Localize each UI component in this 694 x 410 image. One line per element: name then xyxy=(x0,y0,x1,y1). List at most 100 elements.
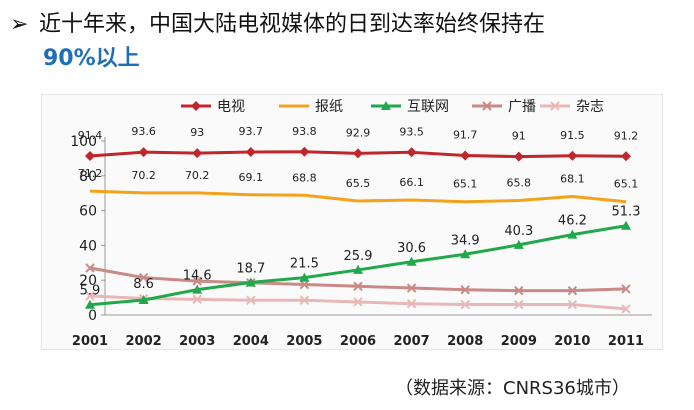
data-label: 65.1 xyxy=(614,178,639,191)
data-point xyxy=(353,264,363,274)
y-tick-label: 40 xyxy=(79,238,97,254)
data-label: 93.5 xyxy=(399,125,424,138)
data-label: 91.7 xyxy=(453,128,478,141)
x-tick-label: 2007 xyxy=(394,334,430,349)
data-label: 93 xyxy=(190,126,204,139)
data-label: 66.1 xyxy=(399,176,424,189)
data-point xyxy=(246,295,256,305)
data-label: 93.8 xyxy=(292,125,317,138)
data-point xyxy=(192,284,203,294)
data-label: 40.3 xyxy=(504,224,533,239)
data-label: 34.9 xyxy=(451,233,480,248)
series-line xyxy=(89,189,627,204)
headline-line2: 90%以上 xyxy=(43,46,140,71)
x-tick-label: 2010 xyxy=(554,334,590,349)
x-tick-label: 2009 xyxy=(501,334,537,349)
data-label: 91 xyxy=(512,130,526,143)
data-label: 46.2 xyxy=(558,214,587,229)
data-label: 70.2 xyxy=(131,169,156,182)
legend-label: 电视 xyxy=(217,99,245,115)
data-point xyxy=(85,291,95,301)
data-point xyxy=(406,298,417,309)
y-tick-label: 60 xyxy=(79,204,97,220)
data-label: 21.5 xyxy=(290,257,319,272)
data-label: 93.6 xyxy=(131,125,156,138)
y-tick-label: 0 xyxy=(88,308,97,324)
data-point xyxy=(406,256,417,266)
x-tick-label: 2004 xyxy=(233,334,269,349)
data-point xyxy=(460,285,470,295)
data-point xyxy=(85,299,95,309)
data-label: 14.6 xyxy=(183,269,212,284)
data-label: 71.2 xyxy=(78,167,103,180)
data-label: 18.7 xyxy=(236,261,265,276)
data-point xyxy=(353,297,363,307)
bullet-arrow-icon: ➢ xyxy=(10,12,29,37)
data-point xyxy=(621,151,631,162)
data-label: 25.9 xyxy=(344,249,373,264)
chart-panel: 0 20 40 60 80 100 2001 2002 2003 2004 2005 2006 2007… xyxy=(41,94,663,350)
data-point xyxy=(567,150,578,161)
data-point xyxy=(192,276,202,286)
data-point xyxy=(299,272,310,282)
data-label: 91.2 xyxy=(614,129,639,142)
data-point xyxy=(245,146,256,157)
data-point xyxy=(138,295,149,305)
data-point xyxy=(513,239,524,249)
line-chart: 0 20 40 60 80 100 2001 2002 2003 2004 2005 2006 2007… xyxy=(70,99,652,349)
data-point xyxy=(245,277,256,287)
data-point xyxy=(621,220,631,230)
data-label: 93.7 xyxy=(239,125,263,138)
data-point xyxy=(85,263,95,273)
legend-label: 广播 xyxy=(508,99,536,115)
data-point xyxy=(353,281,363,291)
x-tick-label: 2001 xyxy=(72,334,108,349)
data-label: 68.8 xyxy=(292,171,317,184)
legend-label: 报纸 xyxy=(315,99,343,115)
x-tick-label: 2002 xyxy=(126,334,162,349)
legend-label: 杂志 xyxy=(576,99,604,115)
data-point xyxy=(460,299,470,310)
data-point xyxy=(138,147,149,158)
x-tick-label: 2003 xyxy=(179,334,215,349)
data-point xyxy=(567,299,578,310)
data-point xyxy=(138,272,149,283)
data-point xyxy=(514,299,524,310)
data-point xyxy=(567,285,578,296)
legend-label: 互联网 xyxy=(407,99,449,115)
y-tick-label: 80 xyxy=(79,169,97,185)
x-tick-label: 2008 xyxy=(447,334,483,349)
data-point xyxy=(353,148,363,159)
data-label: 65.5 xyxy=(346,177,371,190)
data-label: 65.1 xyxy=(453,178,478,191)
data-point xyxy=(514,285,524,296)
headline: ➢ 近十年来，中国大陆电视媒体的日到达率始终保持在 90%以上 xyxy=(10,10,690,74)
data-point xyxy=(460,150,471,161)
y-tick-label: 100 xyxy=(70,134,97,150)
data-source-note: （数据来源：CNRS36城市） xyxy=(395,378,630,399)
legend-marker xyxy=(381,101,391,110)
data-label: 5.9 xyxy=(80,284,101,299)
data-label: 30.6 xyxy=(397,241,426,256)
data-point xyxy=(299,295,310,305)
data-point xyxy=(513,151,524,162)
data-label: 70.2 xyxy=(185,169,210,182)
data-point xyxy=(192,148,203,159)
y-tick-label: 20 xyxy=(79,273,97,289)
headline-line1: 近十年来，中国大陆电视媒体的日到达率始终保持在 xyxy=(39,12,546,37)
legend-marker xyxy=(550,101,560,111)
data-point xyxy=(299,146,310,157)
data-point xyxy=(621,284,631,294)
data-label: 91.4 xyxy=(78,129,103,142)
data-point xyxy=(621,304,631,314)
data-point xyxy=(567,229,578,239)
data-label: 68.1 xyxy=(560,173,585,186)
data-label: 69.1 xyxy=(239,171,263,184)
data-point xyxy=(192,294,202,305)
x-tick-label: 2005 xyxy=(286,334,322,349)
data-point xyxy=(406,283,417,293)
data-label: 8.6 xyxy=(133,277,154,292)
x-tick-label: 2006 xyxy=(340,334,376,349)
legend-marker xyxy=(482,101,492,111)
x-tick-label: 2011 xyxy=(608,334,644,349)
